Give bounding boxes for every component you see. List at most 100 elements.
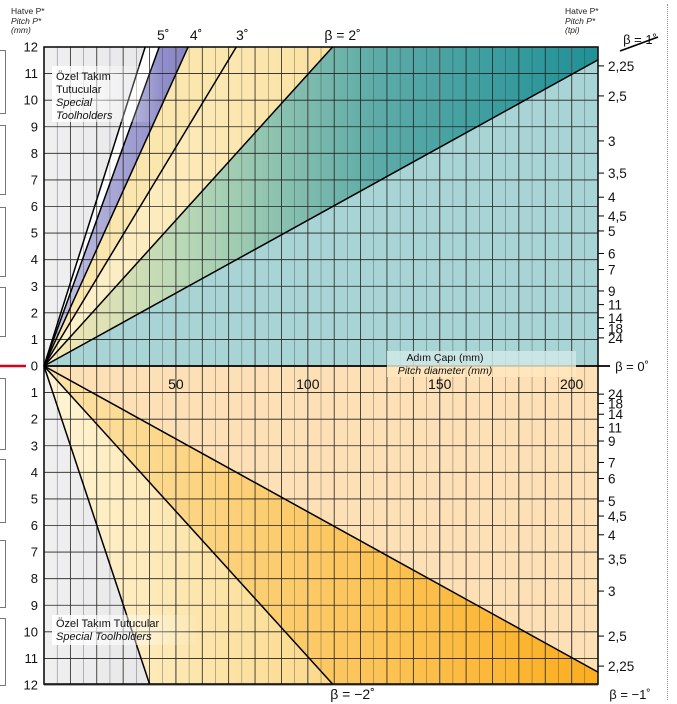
tpi-tick-label: 5 bbox=[608, 224, 616, 239]
sidebar-box bbox=[0, 125, 6, 195]
y-tick-label: 2 bbox=[31, 305, 38, 320]
x-tick-label: 50 bbox=[168, 376, 184, 392]
tpi-tick-label: 7 bbox=[608, 455, 616, 470]
y-tick-label: 12 bbox=[24, 678, 38, 693]
tpi-tick-label: 18 bbox=[608, 321, 623, 336]
tpi-tick-label: 5 bbox=[608, 494, 616, 509]
y-tick-label: 9 bbox=[31, 119, 38, 134]
upper-label-en-line2: Toolholders bbox=[56, 110, 113, 122]
tpi-tick-label: 2,25 bbox=[608, 659, 634, 674]
tpi-tick-label: 4 bbox=[608, 190, 616, 205]
y-tick-label: 2 bbox=[31, 412, 38, 427]
sidebar-box bbox=[0, 618, 6, 686]
x-axis-title-tr: Adım Çapı (mm) bbox=[406, 352, 483, 364]
tpi-tick-label: 2,5 bbox=[608, 89, 627, 104]
right-header-line1: Hatve P* bbox=[565, 6, 599, 16]
y-tick-label: 3 bbox=[31, 279, 38, 294]
y-tick-label: 11 bbox=[25, 651, 39, 666]
left-header-line1: Hatve P* bbox=[11, 6, 45, 16]
tpi-tick-label: 7 bbox=[608, 263, 616, 278]
y-tick-label: 7 bbox=[31, 545, 38, 560]
y-tick-label: 4 bbox=[31, 252, 38, 267]
tpi-tick-label: 4,5 bbox=[608, 509, 627, 524]
x-tick-label: 200 bbox=[560, 376, 584, 392]
left-header-line3: (mm) bbox=[11, 25, 31, 35]
y-tick-label: 12 bbox=[24, 40, 38, 55]
helix-angle-label: β = −2˚ bbox=[330, 686, 375, 702]
sidebar-box bbox=[0, 287, 6, 337]
helix-angle-label: β = 2˚ bbox=[324, 27, 360, 43]
y-tick-label: 10 bbox=[24, 93, 38, 108]
y-tick-label: 5 bbox=[31, 226, 38, 241]
tpi-tick-label: 2,5 bbox=[608, 629, 627, 644]
tpi-tick-label: 3,5 bbox=[608, 552, 627, 567]
tpi-tick-label: 3 bbox=[608, 134, 616, 149]
helix-angle-label: 4˚ bbox=[190, 27, 202, 43]
right-header-line2: Pitch P* bbox=[565, 15, 596, 26]
tpi-tick-label: 2,25 bbox=[608, 59, 634, 74]
upper-label-backdrop bbox=[52, 66, 160, 122]
x-axis-title-strip bbox=[386, 366, 576, 377]
upper-label-tr-line2: Tutucular bbox=[56, 84, 102, 96]
sidebar-box bbox=[0, 378, 6, 450]
y-tick-label: 8 bbox=[31, 571, 38, 586]
lower-label-tr: Özel Takım Tutucular bbox=[56, 618, 159, 630]
tpi-tick-label: 6 bbox=[608, 472, 616, 487]
helix-line-negative bbox=[43, 365, 334, 685]
tpi-tick-label: 24 bbox=[608, 331, 624, 346]
tpi-tick-label: 4,5 bbox=[608, 209, 627, 224]
left-axis-header: Hatve P* Pitch P* (mm) bbox=[11, 6, 45, 36]
tpi-tick-label: 4 bbox=[608, 528, 616, 543]
y-tick-label: 1 bbox=[31, 332, 38, 347]
helix-angle-label: β = 1˚ bbox=[623, 32, 657, 47]
tpi-tick-label: 14 bbox=[608, 311, 624, 326]
helix-line-negative bbox=[43, 365, 599, 673]
tpi-tick-label: 9 bbox=[608, 284, 616, 299]
y-tick-label: 8 bbox=[31, 146, 38, 161]
tpi-tick-label: 6 bbox=[608, 246, 616, 261]
helix-line-positive bbox=[43, 59, 599, 367]
y-tick-label: 4 bbox=[31, 465, 38, 480]
lower-label-backdrop bbox=[52, 615, 202, 645]
lower-label-en: Special Toolholders bbox=[56, 631, 152, 643]
tpi-tick-label: 11 bbox=[608, 298, 622, 313]
sidebar-box bbox=[0, 207, 6, 277]
tpi-tick-label: 3 bbox=[608, 584, 616, 599]
helix-line-positive bbox=[43, 46, 189, 367]
upper-label-en-line1: Special bbox=[56, 97, 93, 109]
tpi-tick-label: 14 bbox=[608, 407, 624, 422]
y-tick-label: 6 bbox=[31, 199, 38, 214]
left-header-line2: Pitch P* bbox=[11, 15, 42, 26]
right-axis-header: Hatve P* Pitch P* (tpi) bbox=[565, 6, 599, 36]
helix-line-positive bbox=[43, 46, 237, 367]
tpi-tick-label: 24 bbox=[608, 387, 624, 402]
sidebar-box bbox=[0, 50, 6, 114]
y-tick-label: 1 bbox=[31, 385, 38, 400]
x-axis-title-en: Pitch diameter (mm) bbox=[398, 365, 493, 377]
sidebar-box bbox=[0, 459, 6, 523]
tpi-tick-label: 11 bbox=[608, 420, 622, 435]
zero-angle-label: β = 0˚ bbox=[615, 359, 649, 374]
helix-angle-label: 3˚ bbox=[236, 27, 248, 43]
helix-angle-label: β = −1˚ bbox=[609, 687, 650, 702]
helix-angle-label: 5˚ bbox=[157, 27, 169, 43]
helix-line-positive bbox=[43, 46, 334, 367]
y-tick-label: 5 bbox=[31, 491, 38, 506]
right-header-line3: (tpi) bbox=[565, 25, 580, 35]
sidebar-box bbox=[0, 540, 6, 608]
upper-label-tr-line1: Özel Takım bbox=[56, 71, 111, 83]
y-tick-label: 0 bbox=[31, 359, 38, 374]
y-tick-label: 6 bbox=[31, 518, 38, 533]
y-tick-label: 11 bbox=[25, 66, 39, 81]
x-tick-label: 100 bbox=[296, 376, 320, 392]
tpi-tick-label: 3,5 bbox=[608, 166, 627, 181]
tpi-tick-label: 9 bbox=[608, 434, 616, 449]
y-tick-label: 7 bbox=[31, 172, 38, 187]
y-tick-label: 9 bbox=[31, 598, 38, 613]
tpi-tick-label: 18 bbox=[608, 397, 623, 412]
x-tick-label: 150 bbox=[428, 376, 452, 392]
helix-angle-leader bbox=[619, 36, 659, 52]
x-axis-title-strip bbox=[386, 351, 576, 366]
